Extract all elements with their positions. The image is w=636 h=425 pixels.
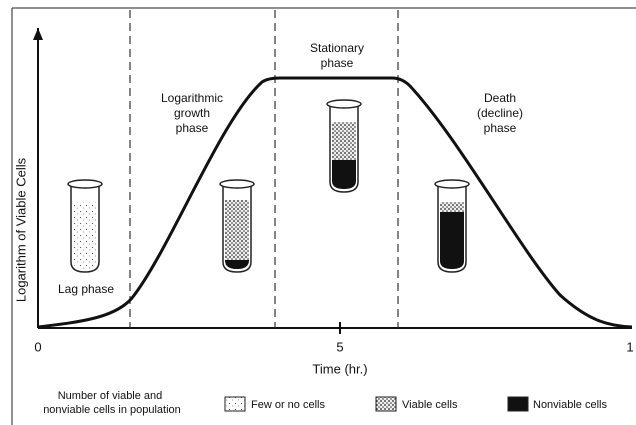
- legend-swatch: [508, 397, 528, 411]
- test-tubes: [68, 100, 469, 272]
- growth-curve-diagram: Logarithm of Viable Cells Time (hr.) 0 5…: [0, 0, 636, 425]
- phase-label: phase: [484, 121, 517, 135]
- phase-label: Stationary: [310, 41, 364, 55]
- x-tick-label: 1: [626, 339, 633, 354]
- phase-label: growth: [174, 106, 210, 120]
- legend-title: Number of viable and: [58, 390, 163, 402]
- x-tick-label: 0: [34, 339, 41, 354]
- phase-label: phase: [176, 121, 209, 135]
- x-tick-label: 5: [336, 339, 343, 354]
- x-axis-label: Time (hr.): [312, 361, 367, 376]
- phase-label: Death: [484, 91, 516, 105]
- phase-label: Logarithmic: [161, 91, 223, 105]
- phase-label: Lag phase: [58, 282, 114, 296]
- legend: Number of viable and nonviable cells in …: [43, 390, 607, 416]
- legend-title: nonviable cells in population: [43, 404, 181, 416]
- legend-item: Viable cells: [402, 399, 458, 411]
- legend-swatch: [376, 397, 396, 411]
- legend-swatch: [225, 397, 245, 411]
- phase-label: phase: [321, 56, 354, 70]
- y-axis-arrow: [33, 28, 43, 40]
- legend-item: Nonviable cells: [533, 399, 607, 411]
- y-axis-label: Logarithm of Viable Cells: [13, 157, 28, 302]
- legend-item: Few or no cells: [251, 399, 325, 411]
- phase-label: (decline): [477, 106, 523, 120]
